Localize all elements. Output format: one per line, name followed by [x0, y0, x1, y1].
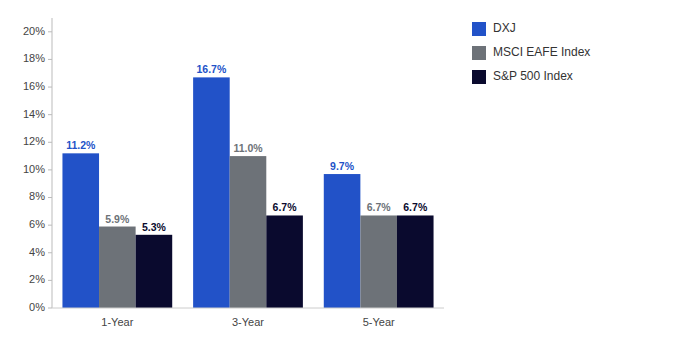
data-label: 5.3%: [142, 221, 167, 233]
x-tick-label: 5-Year: [363, 316, 395, 328]
bar: [136, 235, 173, 308]
x-tick-label: 3-Year: [232, 316, 264, 328]
y-tick-label: 2%: [29, 273, 45, 285]
y-tick: [48, 280, 52, 281]
chart-container: 0% 2% 4% 6% 8% 10% 12% 14% 16% 18% 20% 11.2% 16.7% 9.…: [0, 0, 694, 342]
bar: [99, 227, 136, 308]
y-tick-label: 6%: [29, 218, 45, 230]
bar: [62, 153, 99, 308]
data-labels: 11.2% 16.7% 9.7% 5.9% 11.0% 6.7% 5.3% 6.7% 6.7%: [66, 63, 428, 232]
y-tick-label: 10%: [23, 163, 45, 175]
data-label: 5.9%: [105, 213, 130, 225]
legend-label: DXJ: [493, 21, 516, 35]
y-tick: [48, 308, 52, 309]
y-tick: [48, 197, 52, 198]
legend-label: MSCI EAFE Index: [493, 45, 590, 59]
data-label: 6.7%: [367, 201, 392, 213]
legend-swatch: [472, 22, 486, 36]
y-tick: [48, 59, 52, 60]
y-tick: [48, 252, 52, 253]
data-label: 11.2%: [66, 139, 96, 151]
legend-swatch: [472, 70, 486, 84]
y-tick-label: 0%: [29, 301, 45, 313]
bar: [397, 215, 434, 308]
chart-svg: 0% 2% 4% 6% 8% 10% 12% 14% 16% 18% 20% 11.2% 16.7% 9.…: [0, 0, 694, 342]
x-axis-line: [52, 308, 444, 309]
x-tick-label: 1-Year: [101, 316, 133, 328]
bar: [360, 215, 397, 308]
y-tick: [48, 169, 52, 170]
y-tick: [48, 87, 52, 88]
data-label: 11.0%: [233, 142, 263, 154]
data-label: 6.7%: [273, 201, 298, 213]
y-tick-label: 8%: [29, 190, 45, 202]
y-tick-label: 14%: [23, 108, 45, 120]
y-axis-line: [52, 18, 53, 308]
bar: [193, 77, 230, 308]
bar: [324, 174, 361, 308]
legend: DXJ MSCI EAFE Index S&P 500 Index: [472, 21, 590, 84]
y-tick-label: 12%: [23, 135, 45, 147]
x-axis: 1-Year 3-Year 5-Year: [52, 308, 444, 328]
y-tick-label: 4%: [29, 246, 45, 258]
legend-label: S&P 500 Index: [493, 69, 573, 83]
data-label: 6.7%: [403, 201, 428, 213]
bars: [62, 77, 433, 308]
bar: [266, 215, 303, 308]
data-label: 16.7%: [197, 63, 227, 75]
y-axis: 0% 2% 4% 6% 8% 10% 12% 14% 16% 18% 20%: [23, 18, 52, 313]
bar: [230, 156, 267, 308]
y-tick-label: 20%: [23, 25, 45, 37]
y-tick: [48, 114, 52, 115]
y-tick-label: 18%: [23, 52, 45, 64]
y-tick-label: 16%: [23, 80, 45, 92]
y-tick: [48, 225, 52, 226]
y-tick: [48, 31, 52, 32]
y-tick: [48, 142, 52, 143]
legend-swatch: [472, 46, 486, 60]
data-label: 9.7%: [330, 160, 355, 172]
